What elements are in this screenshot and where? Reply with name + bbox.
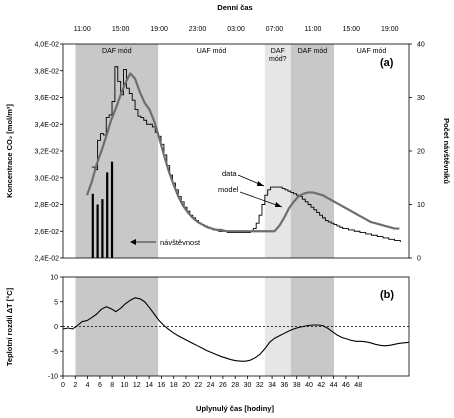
- y-tick-label-a: 2,8E-02: [34, 202, 59, 209]
- x-tick-label-b: 6: [98, 382, 102, 389]
- visitor-bar: [106, 172, 109, 258]
- y-tick-label-a: 2,6E-02: [34, 229, 59, 236]
- x-tick-label-b: 36: [281, 382, 289, 389]
- y-axis-label-b: Teplotní rozdíl ΔT [°C]: [5, 287, 14, 366]
- y2-tick-label-a: 40: [417, 42, 425, 49]
- x-tick-label-b: 40: [305, 382, 313, 389]
- zone-label-3: DAF mód: [298, 48, 328, 55]
- x-tick-label-b: 30: [244, 382, 252, 389]
- arrow-model-head: [275, 202, 282, 207]
- zone-shade-a-0: [75, 44, 159, 258]
- x-tick-label-b: 34: [268, 382, 276, 389]
- visitor-bar: [91, 193, 94, 258]
- x-tick-label-b: 26: [219, 382, 227, 389]
- zone-label-4: UAF mód: [357, 48, 387, 55]
- y-tick-label-b: -5: [52, 349, 58, 356]
- y-tick-label-b: 5: [54, 299, 58, 306]
- panel-a-tag: (a): [380, 57, 394, 69]
- x-tick-label-b: 2: [73, 382, 77, 389]
- y-tick-label-a: 3,2E-02: [34, 149, 59, 156]
- y-tick-label-b: -10: [48, 374, 58, 381]
- y-tick-label-a: 3,8E-02: [34, 68, 59, 75]
- y2-axis-label-a: Počet návštěvníků: [442, 118, 451, 184]
- y-axis-label-a: Koncentrace CO₂ [mol/m³]: [5, 104, 14, 198]
- zone-label-0: DAF mód: [102, 48, 132, 55]
- y2-tick-label-a: 0: [417, 256, 421, 263]
- x-tick-label-b: 46: [342, 382, 350, 389]
- top-tick-label: 19:00: [381, 26, 399, 33]
- x-tick-label-b: 12: [133, 382, 141, 389]
- series-data-line: [91, 66, 401, 242]
- top-tick-label: 15:00: [343, 26, 361, 33]
- top-tick-label: 11:00: [74, 26, 91, 33]
- zone-label-2: mód?: [269, 56, 287, 63]
- panel-b-tag: (b): [380, 289, 394, 301]
- x-tick-label-b: 44: [330, 382, 338, 389]
- x-tick-label-b: 42: [317, 382, 325, 389]
- top-axis: Denní čas 11:00 15:00 19:00 23:00 03:00 07:00…: [74, 3, 399, 33]
- arrow-data-head: [257, 181, 264, 186]
- zone-shade-b-1: [264, 277, 291, 376]
- visitor-bar: [110, 161, 114, 258]
- y-tick-label-b: 10: [50, 275, 58, 282]
- zone-label-1: UAF mód: [197, 48, 227, 55]
- top-tick-label: 03:00: [227, 26, 245, 33]
- zone-label-2: DAF: [271, 48, 285, 55]
- series-model-line: [85, 72, 400, 233]
- y-tick-label-a: 3,0E-02: [34, 175, 59, 182]
- x-tick-label-b: 20: [182, 382, 190, 389]
- x-tick-label-b: 48: [354, 382, 362, 389]
- x-axis-label-b: Uplynulý čas [hodiny]: [196, 404, 274, 413]
- visitor-bar: [96, 204, 99, 258]
- annotation-data: data: [222, 169, 237, 178]
- x-tick-label-b: 14: [145, 382, 153, 389]
- x-tick-label-b: 24: [207, 382, 215, 389]
- x-tick-label-b: 4: [86, 382, 90, 389]
- zone-shade-a-2: [264, 44, 291, 258]
- x-tick-label-b: 10: [121, 382, 129, 389]
- y2-tick-label-a: 30: [417, 95, 425, 102]
- y2-tick-label-a: 20: [417, 149, 425, 156]
- annotation-model: model: [218, 185, 239, 194]
- x-tick-label-b: 32: [256, 382, 264, 389]
- x-tick-label-b: 18: [170, 382, 178, 389]
- top-tick-label: 11:00: [304, 26, 321, 33]
- x-tick-label-b: 22: [194, 382, 202, 389]
- y-tick-label-b: 0: [54, 324, 58, 331]
- x-tick-label-b: 38: [293, 382, 301, 389]
- top-tick-label: 19:00: [150, 26, 168, 33]
- visitor-bar: [101, 199, 104, 258]
- y2-tick-label-a: 10: [417, 202, 425, 209]
- series-delta-t-line: [62, 297, 410, 362]
- y-tick-label-a: 3,6E-02: [34, 95, 59, 102]
- zone-shade-a-3: [290, 44, 335, 258]
- arrow-visitors-head: [130, 239, 136, 245]
- x-tick-label-b: 0: [61, 382, 65, 389]
- y-tick-label-a: 2,4E-02: [34, 256, 59, 263]
- top-tick-label: 07:00: [266, 26, 284, 33]
- x-tick-label-b: 28: [231, 382, 239, 389]
- top-axis-title: Denní čas: [217, 3, 252, 12]
- top-tick-label: 23:00: [189, 26, 207, 33]
- x-tick-label-b: 8: [110, 382, 114, 389]
- top-tick-label: 15:00: [112, 26, 130, 33]
- x-tick-label-b: 16: [158, 382, 166, 389]
- y-tick-label-a: 3,4E-02: [34, 122, 59, 129]
- annotations: data model návštěvnost: [130, 169, 283, 247]
- arrow-model: [239, 191, 283, 208]
- annotation-visitors: návštěvnost: [160, 238, 201, 247]
- y-tick-label-a: 4,0E-02: [34, 42, 59, 49]
